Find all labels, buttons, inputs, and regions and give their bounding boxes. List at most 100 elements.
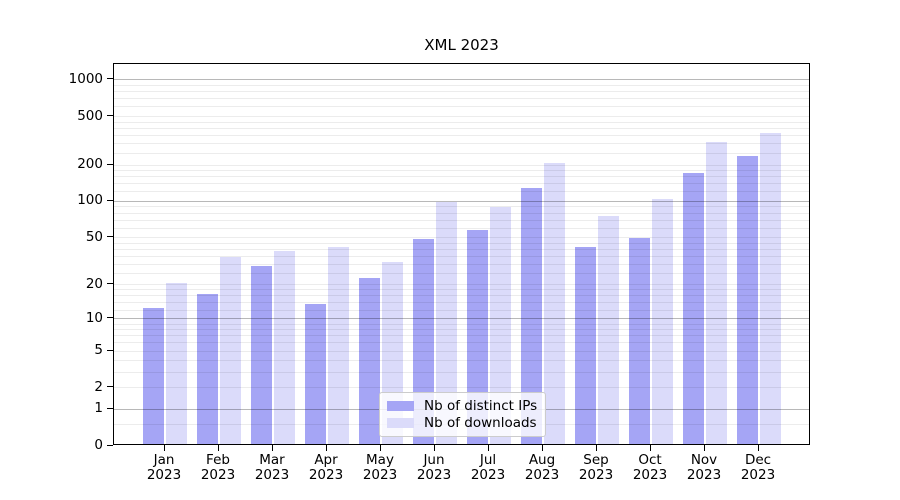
bar-downloads	[544, 163, 565, 444]
bar-distinct-ips	[305, 304, 326, 444]
y-tick-mark	[107, 199, 113, 201]
plot-area: Nb of distinct IPs Nb of downloads	[113, 63, 810, 445]
legend-label: Nb of distinct IPs	[424, 398, 538, 414]
bar-distinct-ips	[575, 247, 596, 444]
bar-distinct-ips	[521, 187, 542, 444]
legend: Nb of distinct IPs Nb of downloads	[379, 392, 546, 437]
x-tick-month: Apr	[314, 452, 338, 468]
x-tick-mark	[217, 445, 219, 451]
x-tick-label: Apr 2023	[296, 453, 356, 483]
bar-downloads	[166, 282, 187, 444]
x-tick-year: 2023	[308, 467, 344, 483]
y-tick-mark	[107, 78, 113, 80]
x-tick-label: Mar 2023	[242, 453, 302, 483]
gridline-minor	[114, 212, 809, 214]
gridline-minor	[114, 98, 809, 100]
y-tick-label: 20	[85, 275, 103, 292]
y-tick-mark	[107, 386, 113, 388]
gridline-minor	[114, 227, 809, 229]
x-tick-mark	[703, 445, 705, 451]
legend-item: Nb of distinct IPs	[387, 398, 537, 414]
x-tick-label: Jan 2023	[134, 453, 194, 483]
bar-distinct-ips	[629, 237, 650, 444]
chart-title: XML 2023	[424, 36, 499, 54]
gridline-major	[114, 79, 809, 81]
gridline-minor	[114, 91, 809, 93]
x-tick-mark	[649, 445, 651, 451]
x-tick-month: Nov	[690, 452, 718, 468]
y-tick-label: 1000	[68, 70, 103, 87]
gridline-minor	[114, 284, 809, 286]
gridline-minor	[114, 263, 809, 265]
x-tick-label: Jun 2023	[404, 453, 464, 483]
x-tick-mark	[163, 445, 165, 451]
y-tick-mark	[107, 236, 113, 238]
x-tick-month: Feb	[206, 452, 230, 468]
x-tick-label: Aug 2023	[512, 453, 572, 483]
x-tick-month: Jun	[423, 452, 445, 468]
gridline-minor	[114, 116, 809, 118]
y-tick-mark	[107, 407, 113, 409]
gridline-minor	[114, 206, 809, 208]
x-tick-year: 2023	[200, 467, 236, 483]
gridline-major	[114, 318, 809, 320]
legend-swatch-distinct-ips	[387, 401, 414, 411]
x-tick-year: 2023	[740, 467, 776, 483]
gridline-minor	[114, 387, 809, 389]
bar-downloads	[436, 202, 457, 444]
gridline-minor	[114, 134, 809, 136]
y-tick-mark	[107, 115, 113, 117]
x-tick-year: 2023	[470, 467, 506, 483]
x-tick-label: May 2023	[350, 453, 410, 483]
x-tick-mark	[433, 445, 435, 451]
gridline-minor	[114, 152, 809, 154]
y-tick-label: 1	[94, 400, 103, 417]
gridline-minor	[114, 329, 809, 331]
x-tick-month: Jan	[153, 452, 175, 468]
gridline-minor	[114, 248, 809, 250]
gridline-minor	[114, 272, 809, 274]
bar-downloads	[274, 251, 295, 444]
gridline-minor	[114, 323, 809, 325]
x-tick-month: Sep	[583, 452, 609, 468]
x-tick-year: 2023	[362, 467, 398, 483]
gridline-minor	[114, 121, 809, 123]
x-tick-year: 2023	[146, 467, 182, 483]
x-tick-year: 2023	[578, 467, 614, 483]
x-tick-month: Dec	[744, 452, 772, 468]
gridline-minor	[114, 242, 809, 244]
x-tick-month: Jul	[479, 452, 497, 468]
legend-label: Nb of downloads	[424, 415, 537, 431]
gridline-minor	[114, 127, 809, 129]
x-tick-label: Nov 2023	[674, 453, 734, 483]
gridline-minor	[114, 106, 809, 108]
x-tick-month: Aug	[528, 452, 556, 468]
bar-downloads	[328, 247, 349, 444]
bar-downloads	[760, 133, 781, 444]
gridline-minor	[114, 295, 809, 297]
gridline-minor	[114, 289, 809, 291]
legend-swatch-downloads	[387, 418, 414, 428]
gridline-minor	[114, 302, 809, 304]
x-tick-year: 2023	[632, 467, 668, 483]
x-tick-mark	[379, 445, 381, 451]
x-tick-year: 2023	[254, 467, 290, 483]
y-tick-label: 2	[94, 378, 103, 395]
y-tick-mark	[107, 349, 113, 351]
bar-downloads	[652, 199, 673, 444]
y-tick-mark	[107, 163, 113, 165]
x-tick-mark	[487, 445, 489, 451]
gridline-minor	[114, 176, 809, 178]
y-tick-label: 200	[77, 156, 103, 172]
y-tick-mark	[107, 317, 113, 319]
bar-distinct-ips	[359, 277, 380, 444]
x-tick-label: Feb 2023	[188, 453, 248, 483]
gridline-minor	[114, 350, 809, 352]
bar-distinct-ips	[683, 173, 704, 444]
x-tick-mark	[325, 445, 327, 451]
gridline-minor	[114, 85, 809, 87]
gridline-minor	[114, 237, 809, 239]
bar-downloads	[706, 141, 727, 444]
y-tick-label: 100	[77, 192, 103, 209]
